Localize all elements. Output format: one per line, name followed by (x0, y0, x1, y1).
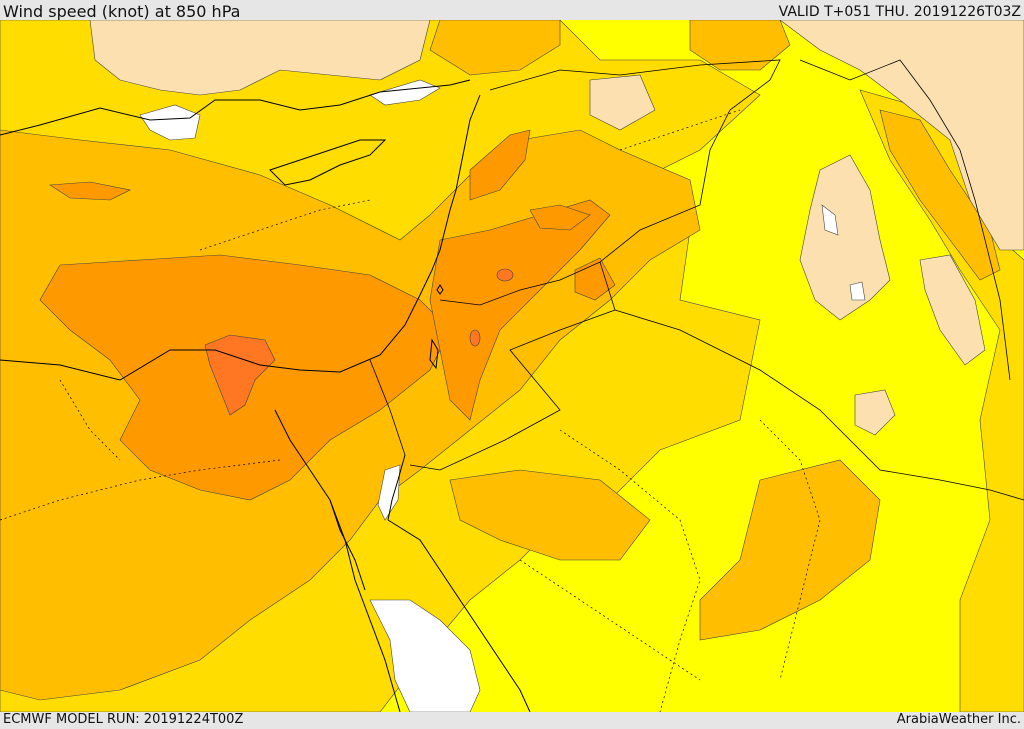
model-run: ECMWF MODEL RUN: 20191224T00Z (3, 712, 244, 727)
wind-field-very-light-east2 (919, 254, 986, 366)
turkey-south-coast (0, 79, 471, 136)
coastlines (0, 79, 531, 712)
dead-sea (429, 338, 439, 370)
red-sea-east (387, 519, 531, 712)
sea-of-galilee (436, 284, 444, 295)
wind-field-very-strong-patch2 (469, 329, 481, 347)
mediterranean-south-coast (0, 94, 481, 381)
wind-field-calm-north2 (369, 79, 441, 106)
border-iraq-saudi (614, 309, 1024, 501)
country-borders (369, 59, 1024, 501)
wind-field-calm-north (139, 104, 201, 141)
wind-field-fresh-north (429, 20, 561, 76)
wind-field-strong-north (469, 129, 531, 201)
wind-field-fresh-south (449, 469, 651, 561)
wind-speed-map[interactable] (0, 20, 1024, 712)
cyprus (269, 139, 387, 186)
wind-field-very-strong (204, 334, 276, 416)
wind-field-fresh-northeast (879, 109, 1001, 281)
map-header: Wind speed (knot) at 850 hPa VALID T+051… (0, 0, 1024, 21)
gulf-of-aqaba (387, 454, 406, 521)
credit: ArabiaWeather Inc. (896, 712, 1021, 727)
wind-field-very-light-east (799, 154, 891, 321)
wind-field-calm-aqaba (377, 464, 401, 521)
wind-field-very-light-north (89, 20, 431, 96)
red-sea-west (329, 499, 401, 712)
map-title: Wind speed (knot) at 850 hPa (3, 2, 241, 21)
province-borders (0, 109, 821, 712)
wind-field-fresh-east (699, 459, 881, 641)
wind-field-very-light-patch (589, 74, 656, 131)
border-jordan (409, 261, 616, 471)
map-footer: ECMWF MODEL RUN: 20191224T00Z ArabiaWeat… (0, 712, 1024, 729)
wind-field-fresh-north2 (689, 20, 791, 71)
wind-field-very-strong-patch (496, 268, 514, 282)
wind-field-strong-patch (49, 181, 131, 201)
wind-field-strong-patch3 (529, 204, 591, 231)
valid-time: VALID T+051 THU. 20191226T03Z (778, 4, 1021, 20)
wind-field-very-light-northeast (779, 20, 1024, 251)
border-iran-iraq (799, 59, 1011, 381)
border-egypt-israel (369, 359, 406, 456)
wind-field-calm-east (821, 204, 839, 236)
wind-field-very-light-patch2 (854, 389, 896, 436)
border-syria-iraq (489, 59, 781, 263)
wind-field-calm-redsea (369, 599, 481, 712)
wind-field-calm-east2 (849, 281, 866, 301)
